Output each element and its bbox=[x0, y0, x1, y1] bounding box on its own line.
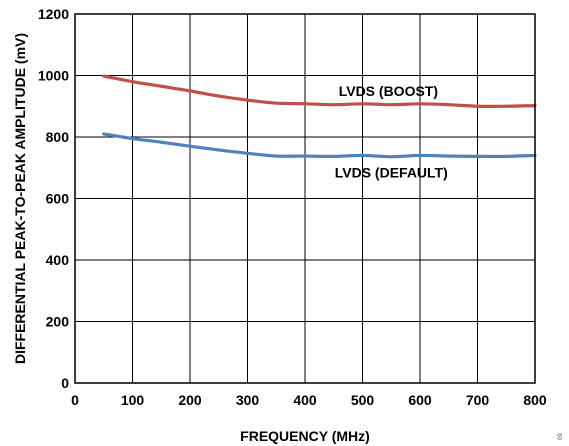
annotation-layer: LVDS (BOOST) LVDS (DEFAULT) bbox=[335, 83, 448, 180]
series-line-lvds-boost bbox=[102, 74, 537, 108]
grid-layer bbox=[75, 14, 535, 383]
x-tick-label: 300 bbox=[236, 392, 260, 408]
series-layer bbox=[102, 74, 537, 159]
tick-label-layer: 0 100 200 300 400 500 600 700 800 0 200 400 600 800 10… bbox=[38, 6, 547, 408]
series-annotation: LVDS (DEFAULT) bbox=[335, 164, 448, 180]
x-tick-label: 700 bbox=[466, 392, 490, 408]
y-tick-label: 600 bbox=[46, 191, 70, 207]
figure-id: 09 bbox=[558, 433, 564, 440]
y-tick-label: 0 bbox=[61, 375, 69, 391]
y-tick-label: 1200 bbox=[38, 6, 69, 22]
x-tick-label: 400 bbox=[293, 392, 317, 408]
series-annotation: LVDS (BOOST) bbox=[339, 83, 438, 99]
x-tick-label: 0 bbox=[71, 392, 79, 408]
series-line-lvds-default bbox=[102, 132, 537, 159]
y-tick-label: 200 bbox=[46, 314, 70, 330]
x-tick-label: 800 bbox=[523, 392, 547, 408]
x-tick-label: 200 bbox=[178, 392, 202, 408]
x-axis-title: FREQUENCY (MHz) bbox=[240, 428, 370, 444]
y-tick-label: 400 bbox=[46, 252, 70, 268]
y-tick-label: 1000 bbox=[38, 68, 69, 84]
y-axis-title: DIFFERENTIAL PEAK-TO-PEAK AMPLITUDE (mV) bbox=[12, 33, 28, 364]
plot-frame bbox=[74, 13, 536, 384]
x-tick-label: 600 bbox=[408, 392, 432, 408]
x-tick-label: 100 bbox=[121, 392, 145, 408]
x-tick-label: 500 bbox=[351, 392, 375, 408]
y-tick-label: 800 bbox=[46, 129, 70, 145]
